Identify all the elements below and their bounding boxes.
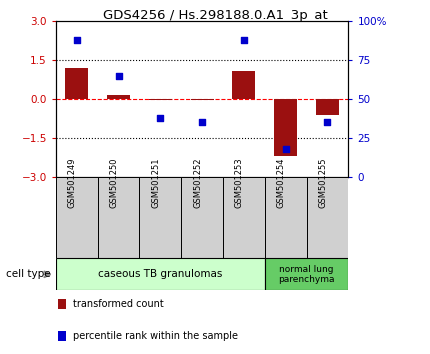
Text: GSM501254: GSM501254 — [276, 158, 286, 208]
Text: caseous TB granulomas: caseous TB granulomas — [98, 269, 222, 279]
Text: GSM501255: GSM501255 — [318, 158, 327, 208]
Text: GSM501251: GSM501251 — [151, 158, 160, 208]
Point — [157, 115, 164, 121]
Point — [115, 73, 122, 79]
Bar — [265, 258, 348, 290]
Bar — [181, 177, 223, 258]
Bar — [58, 331, 66, 341]
Point — [282, 146, 289, 152]
Bar — [65, 68, 88, 99]
Point — [324, 120, 331, 125]
Bar — [139, 177, 181, 258]
Bar — [56, 258, 265, 290]
Bar — [232, 70, 255, 99]
Bar — [307, 177, 348, 258]
Bar — [265, 177, 307, 258]
Point — [74, 37, 80, 43]
Bar — [316, 99, 339, 115]
Bar — [56, 177, 98, 258]
Bar — [190, 99, 214, 101]
Text: GSM501253: GSM501253 — [235, 158, 244, 208]
Text: normal lung
parenchyma: normal lung parenchyma — [278, 265, 335, 284]
Bar — [149, 99, 172, 101]
Bar — [58, 299, 66, 309]
Text: GSM501250: GSM501250 — [110, 158, 119, 208]
Bar — [274, 99, 297, 156]
Point — [240, 37, 247, 43]
Text: cell type: cell type — [6, 269, 51, 279]
Text: percentile rank within the sample: percentile rank within the sample — [73, 331, 238, 341]
Text: GSM501252: GSM501252 — [193, 158, 202, 208]
Bar — [223, 177, 265, 258]
Point — [199, 120, 206, 125]
Text: transformed count: transformed count — [73, 299, 164, 309]
Text: GDS4256 / Hs.298188.0.A1_3p_at: GDS4256 / Hs.298188.0.A1_3p_at — [103, 9, 327, 22]
Bar — [98, 177, 139, 258]
Bar — [107, 95, 130, 99]
Text: GSM501249: GSM501249 — [68, 158, 77, 208]
